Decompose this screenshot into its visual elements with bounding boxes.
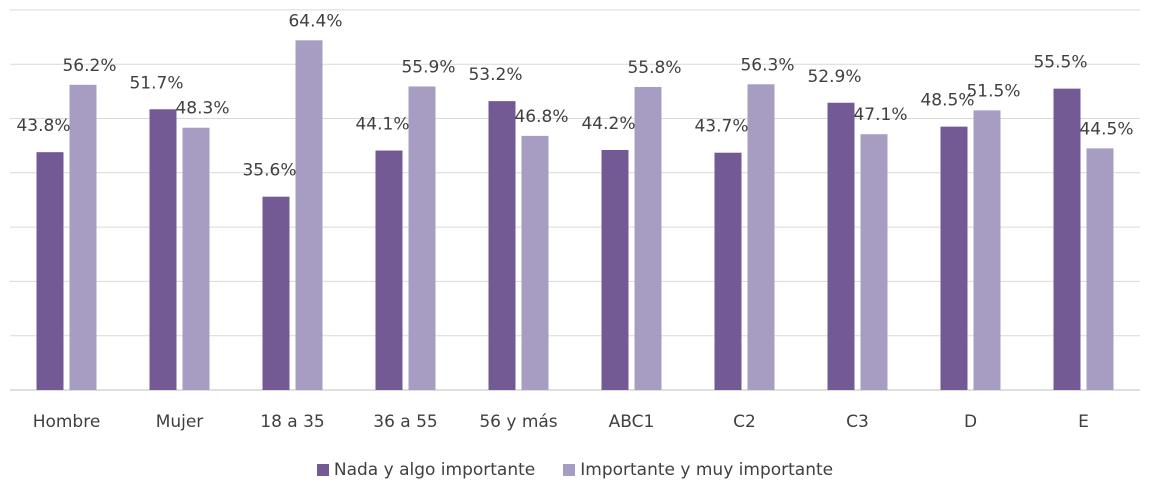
data-label-series-2-3: 64.4% xyxy=(288,11,342,31)
data-label-series-2-4: 55.9% xyxy=(401,57,455,77)
legend-label-series-2: Importante y muy importante xyxy=(580,460,834,480)
bar-series-2-1 xyxy=(69,84,97,391)
bar-series-1-7 xyxy=(714,152,742,390)
data-label-series-1-5: 53.2% xyxy=(468,65,522,85)
bar-series-1-9 xyxy=(940,126,968,391)
bar-series-2-8 xyxy=(860,134,888,390)
data-label-series-2-2: 48.3% xyxy=(175,99,229,119)
bar-series-1-4 xyxy=(375,150,403,390)
category-label-3: 18 a 35 xyxy=(260,412,325,432)
data-label-series-1-4: 44.1% xyxy=(355,115,409,135)
data-label-series-2-6: 55.8% xyxy=(627,58,681,78)
bar-series-2-4 xyxy=(408,86,436,390)
bar-series-1-10 xyxy=(1053,88,1081,390)
category-label-4: 36 a 55 xyxy=(373,412,438,432)
bar-series-2-2 xyxy=(182,127,210,390)
bar-series-1-5 xyxy=(488,101,516,391)
bar-series-2-7 xyxy=(747,84,775,390)
category-label-8: C3 xyxy=(846,412,869,432)
category-label-6: ABC1 xyxy=(609,412,655,432)
legend-item-series-2: Importante y muy importante xyxy=(563,460,833,480)
data-label-series-2-5: 46.8% xyxy=(514,107,568,127)
category-label-1: Hombre xyxy=(33,412,101,432)
data-label-series-1-6: 44.2% xyxy=(581,114,635,134)
data-label-series-1-10: 55.5% xyxy=(1033,53,1087,73)
bar-series-1-2 xyxy=(149,109,177,391)
category-label-10: E xyxy=(1078,412,1089,432)
category-label-9: D xyxy=(964,412,977,432)
bar-series-1-8 xyxy=(827,102,855,391)
legend-item-series-1: Nada y algo importante xyxy=(316,460,536,480)
data-label-series-1-1: 43.8% xyxy=(16,116,70,136)
data-label-series-1-7: 43.7% xyxy=(694,117,748,137)
bar-series-2-9 xyxy=(973,110,1001,390)
data-label-series-1-3: 35.6% xyxy=(242,161,296,181)
bar-chart: 43.8% 56.2% Hombre 51.7% 48.3% Mujer 35.6% 64.4… xyxy=(10,9,1140,432)
legend-label-series-1: Nada y algo importante xyxy=(333,460,536,480)
data-label-series-2-7: 56.3% xyxy=(740,55,794,75)
bar-series-2-10 xyxy=(1086,148,1114,390)
category-label-7: C2 xyxy=(733,412,756,432)
bar-series-2-3 xyxy=(295,40,323,391)
data-label-series-2-9: 51.5% xyxy=(966,81,1020,101)
legend-swatch-series-2 xyxy=(563,464,576,476)
bar-series-2-6 xyxy=(634,87,662,391)
data-label-series-2-10: 44.5% xyxy=(1079,119,1133,139)
category-label-2: Mujer xyxy=(156,412,204,432)
bar-series-1-6 xyxy=(601,149,629,390)
data-label-series-2-1: 56.2% xyxy=(62,56,116,76)
chart-legend: Nada y algo importante Importante y muy … xyxy=(0,456,1150,484)
data-label-series-1-8: 52.9% xyxy=(807,67,861,87)
category-label-5: 56 y más xyxy=(479,412,557,432)
data-label-series-1-2: 51.7% xyxy=(129,73,183,93)
data-label-series-1-9: 48.5% xyxy=(920,91,974,111)
legend-swatch-series-1 xyxy=(316,464,329,476)
data-label-series-2-8: 47.1% xyxy=(853,105,907,125)
bar-series-1-3 xyxy=(262,196,290,390)
bar-series-2-5 xyxy=(521,135,549,390)
bar-series-1-1 xyxy=(36,152,64,390)
